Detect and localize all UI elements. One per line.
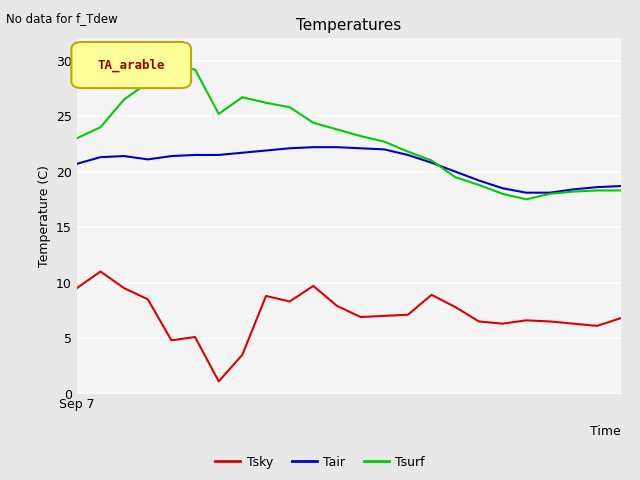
FancyBboxPatch shape: [72, 42, 191, 88]
Text: TA_arable: TA_arable: [97, 59, 165, 72]
Y-axis label: Temperature (C): Temperature (C): [38, 165, 51, 267]
Text: Time: Time: [590, 425, 621, 438]
Text: No data for f_Tdew: No data for f_Tdew: [6, 12, 118, 25]
Legend: Tsky, Tair, Tsurf: Tsky, Tair, Tsurf: [211, 451, 429, 474]
Title: Temperatures: Temperatures: [296, 18, 401, 33]
